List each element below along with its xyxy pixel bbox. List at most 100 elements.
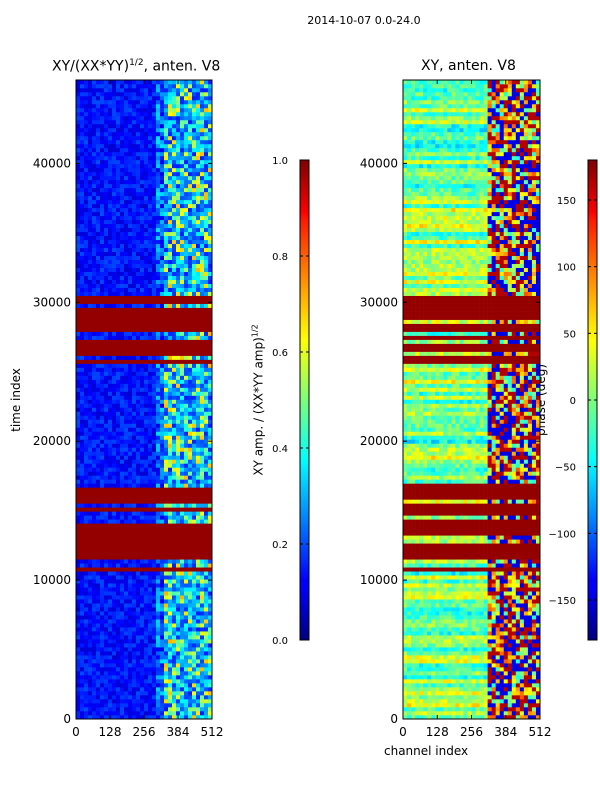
amp-cell [128,607,133,612]
amp-cell [152,607,157,612]
amp-cell [116,247,121,253]
amp-cell [168,223,173,229]
amp-cell [132,499,137,504]
amp-cell [84,203,89,209]
amp-cell [156,319,161,324]
amp-cell [172,511,177,516]
amp-cell [144,391,149,396]
amp-cell [144,711,149,716]
amp-cell [88,143,93,149]
amp-cell [140,315,145,320]
amp-cell [88,619,93,624]
amp-cell [120,655,125,660]
amp-cell [144,575,149,580]
amp-cell [100,559,105,564]
amp-cell [160,415,165,420]
amp-cell [192,511,197,516]
amp-cell [116,503,121,508]
amp-cell [84,567,89,572]
amp-cell [92,151,97,157]
amp-cell [128,171,133,177]
amp-cell [116,263,121,269]
amp-cell [152,663,157,668]
amp-cell [140,379,145,384]
amp-cell [176,555,181,560]
amp-cell [132,203,137,209]
amp-cell [148,499,153,504]
amp-cell [120,587,125,592]
amp-cell [124,411,129,416]
amp-cell [188,375,193,380]
amp-cell [188,427,193,432]
amp-cell [96,427,101,432]
amp-cell [192,407,197,412]
amp-cell [136,703,141,708]
amp-cell [164,131,169,137]
amp-cell [144,679,149,684]
amp-cell [124,491,129,496]
amp-cell [108,491,113,496]
amp-cell [144,535,149,540]
amp-cell [208,571,213,576]
amp-cell [132,335,137,340]
amp-cell [196,255,201,261]
amp-cell [176,563,181,568]
amp-cell [96,507,101,512]
amp-cell [100,275,105,280]
amp-cell [76,335,81,340]
amp-cell [112,167,117,173]
amp-cell [96,143,101,149]
amp-cell [188,555,193,560]
amp-cell [184,643,189,648]
amp-cell [192,147,197,153]
amp-cell [196,483,201,488]
amp-cell [120,263,125,269]
amp-cell [176,235,181,241]
amp-cell [188,435,193,440]
amp-cell [100,575,105,580]
amp-cell [164,671,169,676]
amp-cell [152,219,157,225]
amp-cell [176,403,181,408]
amp-cell [192,639,197,644]
amp-cell [108,563,113,568]
amp-cell [192,171,197,177]
amp-cell [176,671,181,676]
amp-cell [128,327,133,332]
amp-cell [148,239,153,245]
amp-cell [128,203,133,209]
amp-cell [156,487,161,492]
amp-cell [152,707,157,712]
amp-cell [124,143,129,149]
amp-cell [96,503,101,508]
amp-cell [88,139,93,145]
amp-cell [84,331,89,336]
amp-cell [172,159,177,165]
amp-cell [100,543,105,548]
amp-cell [200,203,205,209]
amp-cell [96,475,101,480]
amp-cell [168,579,173,584]
amp-cell [176,179,181,185]
amp-cell [152,143,157,149]
amp-cell [172,683,177,688]
amp-cell [116,135,121,141]
amp-cell [204,599,209,604]
amp-cell [172,375,177,380]
amp-cell [84,515,89,520]
amp-cell [160,335,165,340]
amp-cell [140,331,145,336]
amp-cell [176,239,181,245]
amp-cell [92,259,97,265]
amp-cell [104,591,109,596]
amp-cell [192,351,197,356]
amp-cell [180,671,185,676]
amp-cell [80,379,85,384]
amp-cell [156,479,161,484]
amp-cell [88,359,93,364]
amp-cell [200,651,205,656]
amp-cell [176,467,181,472]
amp-cell [124,687,129,692]
amp-cell [108,251,113,257]
amp-cell [116,523,121,528]
